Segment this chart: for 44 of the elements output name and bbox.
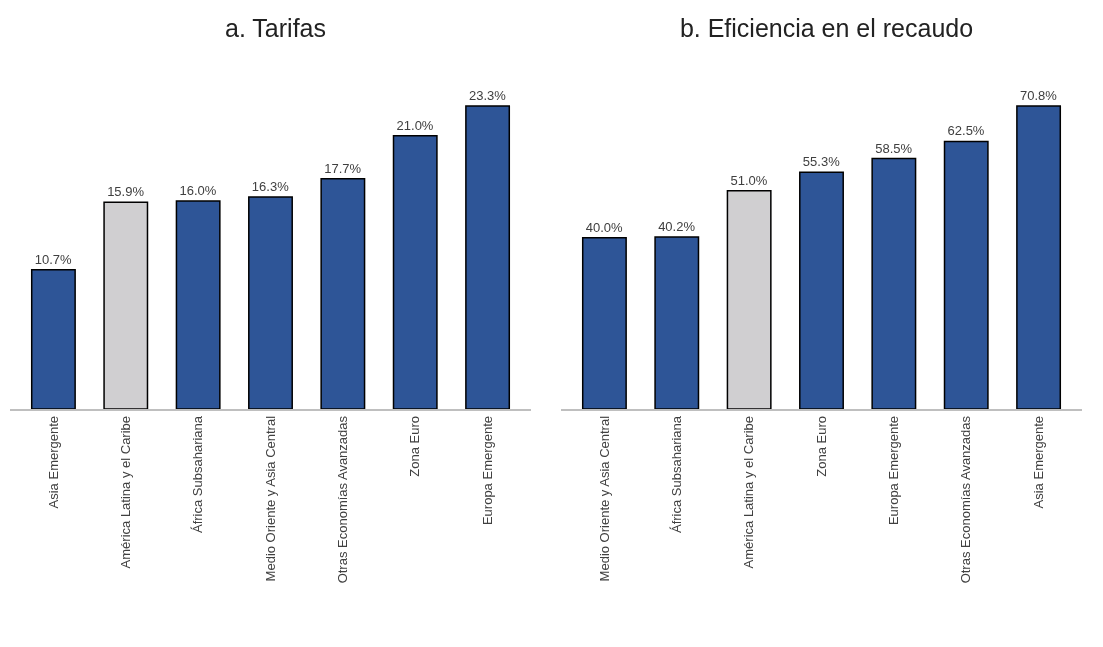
data-label: 62.5% — [947, 123, 985, 139]
x-tick-label: Otras Economías Avanzadas — [958, 415, 974, 584]
bar — [871, 157, 917, 409]
x-tick-label: Medio Oriente y Asia Central — [596, 415, 612, 582]
data-label: 16.0% — [179, 182, 217, 198]
data-label: 40.0% — [585, 219, 624, 235]
bar — [392, 135, 438, 409]
data-label: 55.3% — [802, 154, 841, 170]
bar — [581, 237, 627, 409]
chart-title: a. Tarifas — [225, 13, 326, 42]
x-tick-label: Otras Economías Avanzadas — [335, 415, 351, 584]
x-tick-label: Zona Euro — [813, 415, 829, 477]
bar — [30, 269, 76, 409]
bar — [103, 201, 149, 409]
bar — [943, 140, 989, 409]
bar — [465, 105, 511, 409]
bar — [654, 236, 700, 409]
data-label: 10.7% — [34, 251, 73, 267]
x-tick-label: África Subsahariana — [190, 415, 206, 534]
data-label: 16.3% — [251, 179, 290, 194]
bar — [175, 200, 221, 409]
x-tick-label: América Latina y el Caribe — [118, 415, 134, 569]
data-label: 40.2% — [658, 218, 696, 234]
x-tick-label: Asia Emergente — [45, 415, 61, 509]
bar — [726, 189, 772, 409]
data-label: 17.7% — [324, 160, 362, 176]
x-tick-label: Medio Oriente y Asia Central — [262, 415, 278, 582]
x-tick-label: Europa Emergente — [479, 415, 495, 526]
x-tick-label: América Latina y el Caribe — [741, 415, 757, 569]
data-label: 58.5% — [875, 140, 913, 156]
data-label: 70.8% — [1019, 87, 1058, 103]
data-label: 23.3% — [468, 87, 507, 103]
data-label: 15.9% — [107, 184, 145, 200]
bar — [799, 171, 844, 409]
x-tick-label: África Subsahariana — [669, 415, 685, 534]
x-tick-label: Zona Euro — [407, 415, 423, 477]
x-tick-label: Europa Emergente — [886, 415, 902, 526]
data-label: 51.0% — [730, 172, 768, 188]
data-label: 21.0% — [396, 117, 434, 133]
bar — [1016, 105, 1062, 409]
bar — [320, 178, 366, 409]
x-tick-label: Asia Emergente — [1030, 415, 1046, 509]
chart-title: b. Eficiencia en el recaudo — [679, 13, 974, 42]
bar — [248, 196, 293, 409]
